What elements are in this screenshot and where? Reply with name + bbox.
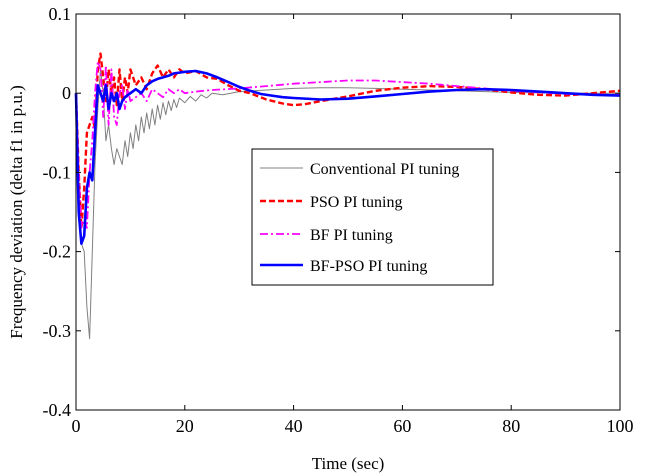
legend-label-conventional: Conventional PI tuning <box>310 161 459 178</box>
series-bf-line <box>75 60 620 229</box>
y-tick-label: -0.3 <box>43 321 72 341</box>
x-tick-label: 80 <box>502 416 520 436</box>
y-tick-label: 0.1 <box>49 4 72 24</box>
x-tick-label: 0 <box>72 416 81 436</box>
series-conventional-line <box>75 68 620 340</box>
x-tick-label: 60 <box>393 416 411 436</box>
legend-label-pso: PSO PI tuning <box>310 194 402 211</box>
x-tick-label: 40 <box>285 416 303 436</box>
plot-frame <box>75 13 621 411</box>
y-tick-label: -0.4 <box>43 400 72 420</box>
y-tick-label: -0.2 <box>43 242 72 262</box>
y-tick-label: -0.1 <box>43 162 72 182</box>
series-pso-line <box>74 52 621 229</box>
tick-layer: 0 20 40 60 80 100 -0.4 -0.3 -0.2 -0.1 0 0.1 <box>43 4 634 436</box>
legend-label-bf: BF PI tuning <box>310 227 393 244</box>
series-bfpso-line <box>74 69 621 245</box>
legend-label-bfpso: BF-PSO PI tuning <box>310 258 427 275</box>
y-axis-label: Frequency deviation (delta f1 in p.u.) <box>7 85 26 339</box>
x-tick-label: 100 <box>607 416 634 436</box>
legend: Conventional PI tuning PSO PI tuning BF … <box>251 148 494 286</box>
x-axis-label: Time (sec) <box>312 454 385 473</box>
x-tick-label: 20 <box>176 416 194 436</box>
series-layer <box>74 52 621 340</box>
y-tick-label: 0 <box>62 83 71 103</box>
legend-box <box>251 148 494 286</box>
